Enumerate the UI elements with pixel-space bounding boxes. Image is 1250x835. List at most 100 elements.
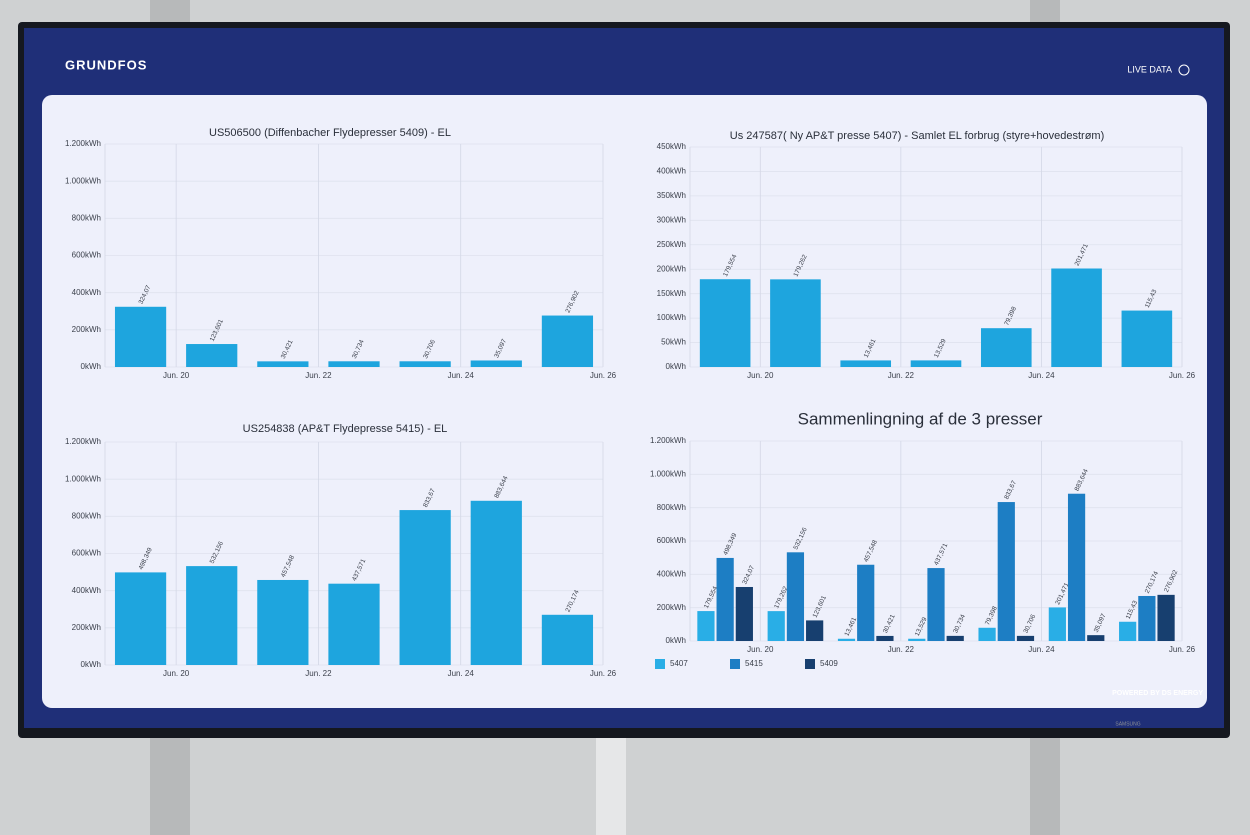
bar (470, 500, 522, 665)
x-tick-label: Jun. 22 (305, 669, 332, 678)
y-tick-label: 250kWh (657, 240, 686, 249)
y-tick-label: 300kWh (657, 215, 686, 224)
x-tick-label: Jun. 26 (1169, 645, 1196, 654)
legend-label: 5407 (670, 659, 688, 668)
bar (328, 583, 380, 665)
y-tick-label: 200kWh (657, 264, 686, 273)
bar (399, 510, 451, 665)
chart-title: Us 247587( Ny AP&T presse 5407) - Samlet… (730, 130, 1104, 142)
y-tick-label: 200kWh (657, 603, 686, 612)
legend-swatch (730, 659, 740, 669)
x-tick-label: Jun. 20 (163, 669, 190, 678)
x-tick-label: Jun. 24 (1028, 645, 1055, 654)
bar (806, 620, 824, 641)
y-tick-label: 1.200kWh (65, 437, 101, 446)
bar (910, 360, 962, 367)
live-data: LIVE DATA (1127, 64, 1172, 74)
bar (399, 361, 451, 367)
x-tick-label: Jun. 22 (305, 371, 332, 380)
bar (767, 611, 785, 641)
x-tick-label: Jun. 22 (888, 645, 915, 654)
x-tick-label: Jun. 20 (163, 371, 190, 380)
bar (927, 568, 945, 641)
y-tick-label: 0kWh (666, 362, 686, 371)
brand-logo: GRUNDFOS (65, 57, 147, 72)
y-tick-label: 1.000kWh (650, 469, 686, 478)
x-tick-label: Jun. 26 (590, 371, 617, 380)
y-tick-label: 50kWh (661, 338, 686, 347)
bar (1051, 268, 1102, 367)
bar (699, 279, 751, 367)
y-tick-label: 0kWh (81, 660, 101, 669)
x-tick-label: Jun. 24 (448, 669, 475, 678)
bar (186, 566, 238, 665)
y-tick-label: 100kWh (657, 313, 686, 322)
y-tick-label: 450kWh (657, 142, 686, 151)
y-tick-label: 600kWh (72, 549, 101, 558)
y-tick-label: 1.000kWh (65, 474, 101, 483)
dashboard-panel (42, 95, 1207, 708)
chart-title: Sammenlingning af de 3 presser (798, 409, 1043, 428)
y-tick-label: 0kWh (666, 636, 686, 645)
bar (541, 614, 594, 665)
x-tick-label: Jun. 24 (1028, 371, 1055, 380)
y-tick-label: 0kWh (81, 362, 101, 371)
bar (1138, 595, 1156, 641)
bar (1048, 607, 1066, 641)
bar (980, 328, 1032, 367)
bar (997, 502, 1015, 641)
y-tick-label: 400kWh (72, 586, 101, 595)
legend-label: 5415 (745, 659, 763, 668)
bar (840, 360, 892, 367)
cable-cover (596, 730, 626, 835)
x-tick-label: Jun. 24 (448, 371, 475, 380)
bar (876, 635, 894, 641)
bar (1157, 594, 1175, 641)
y-tick-label: 400kWh (657, 167, 686, 176)
bar (257, 361, 309, 367)
bar (114, 572, 167, 665)
legend-label: 5409 (820, 659, 838, 668)
bar (857, 564, 875, 641)
bar (697, 611, 715, 641)
live-icon (1178, 64, 1190, 76)
y-tick-label: 600kWh (72, 251, 101, 260)
bar (786, 552, 805, 641)
y-tick-label: 150kWh (657, 289, 686, 298)
bar (978, 627, 996, 641)
bar (186, 344, 238, 367)
y-tick-label: 400kWh (657, 569, 686, 578)
powered-by: POWERED BY DS ENERGY (1112, 690, 1203, 697)
bar (1121, 310, 1173, 367)
bar (908, 638, 926, 641)
bar (1087, 635, 1105, 641)
bar (716, 557, 734, 641)
chart-title: US254838 (AP&T Flydepresse 5415) - EL (243, 423, 448, 435)
x-tick-label: Jun. 26 (590, 669, 617, 678)
bar (837, 638, 856, 641)
bar (114, 306, 167, 367)
y-tick-label: 1.200kWh (65, 139, 101, 148)
bar (541, 315, 594, 367)
bar (257, 579, 309, 665)
bar (735, 586, 753, 641)
x-tick-label: Jun. 22 (888, 371, 915, 380)
y-tick-label: 350kWh (657, 191, 686, 200)
bar (1119, 621, 1137, 641)
bar (770, 279, 821, 367)
legend-swatch (655, 659, 665, 669)
y-tick-label: 800kWh (657, 503, 686, 512)
legend-swatch (805, 659, 815, 669)
x-tick-label: Jun. 20 (747, 371, 774, 380)
tv-brand: SAMSUNG (1115, 721, 1140, 727)
bar (946, 635, 964, 641)
y-tick-label: 200kWh (72, 325, 101, 334)
y-tick-label: 600kWh (657, 536, 686, 545)
x-tick-label: Jun. 26 (1169, 371, 1196, 380)
bar (1067, 493, 1086, 641)
bar (470, 360, 522, 367)
bar (328, 361, 380, 367)
chart-title: US506500 (Diffenbacher Flydepresser 5409… (209, 127, 451, 139)
bar (1016, 635, 1035, 641)
